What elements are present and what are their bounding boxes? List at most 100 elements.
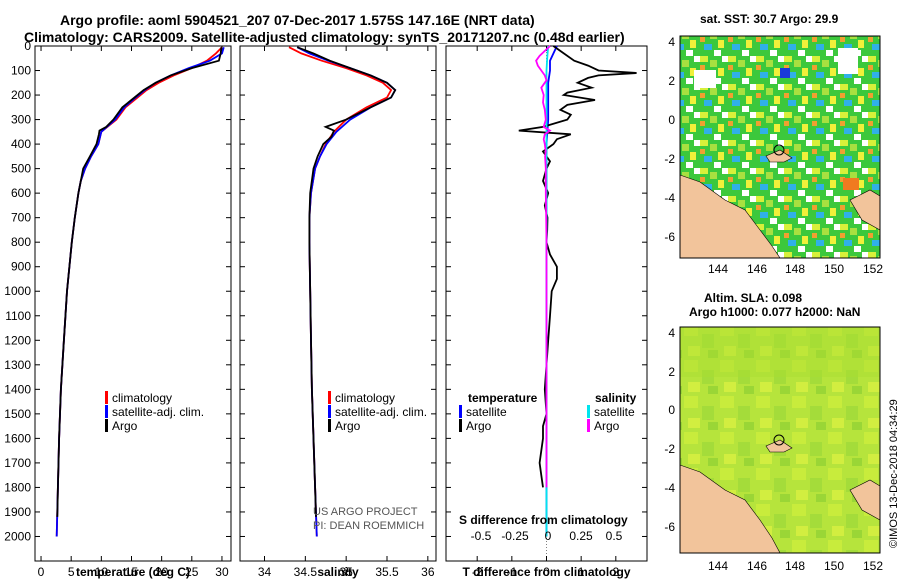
sst-xtick: 152 bbox=[863, 262, 883, 276]
title-line-2: Climatology: CARS2009. Satellite-adjuste… bbox=[24, 29, 625, 45]
legend-label-satellite: satellite-adj. clim. bbox=[112, 405, 204, 419]
s-difference-axis-title: S difference from climatology bbox=[459, 513, 628, 527]
sst-ytick: 0 bbox=[668, 113, 675, 127]
legend-label-climatology: climatology bbox=[112, 391, 172, 405]
diff-legend-temperature-head: temperature bbox=[468, 391, 538, 405]
s-tick-zero: 0 bbox=[545, 529, 552, 543]
x-tick-label: 20 bbox=[155, 565, 169, 579]
sst-ytick: -2 bbox=[664, 152, 675, 166]
x-tick-label: 35.5 bbox=[375, 565, 399, 579]
x-tick-label: 30 bbox=[215, 565, 229, 579]
legend-label-climatology-s: climatology bbox=[335, 391, 395, 405]
depth-tick-label: 300 bbox=[11, 113, 31, 127]
legend-label-argo-s: Argo bbox=[335, 419, 361, 433]
x-tick-label: 36 bbox=[421, 565, 435, 579]
sst-cloud-gap bbox=[838, 48, 858, 74]
depth-tick-label: 1400 bbox=[4, 382, 31, 396]
sla-panel-title: Altim. SLA: 0.098 bbox=[704, 291, 803, 305]
sla-ytick: 2 bbox=[668, 365, 675, 379]
depth-tick-label: 1300 bbox=[4, 358, 31, 372]
legend-swatch-argo-s bbox=[328, 419, 331, 432]
sla-map-x-ticks: 144 146 148 150 152 bbox=[708, 559, 883, 573]
sla-ytick: -4 bbox=[664, 481, 675, 495]
depth-tick-label: 800 bbox=[11, 235, 31, 249]
sst-ytick: 2 bbox=[668, 74, 675, 88]
depth-tick-label: 1500 bbox=[4, 407, 31, 421]
x-tick-label: 0 bbox=[38, 565, 45, 579]
legend-salinity-panel: climatology satellite-adj. clim. Argo bbox=[328, 391, 427, 433]
s-difference-axis-ticks: -0.5 -0.25 0 0.25 0.5 bbox=[471, 529, 623, 543]
depth-tick-label: 1900 bbox=[4, 505, 31, 519]
depth-tick-label: 1000 bbox=[4, 284, 31, 298]
sla-map-y-ticks: 4 2 0 -2 -4 -6 bbox=[664, 326, 675, 534]
depth-tick-label: 1800 bbox=[4, 480, 31, 494]
sla-manus-island bbox=[765, 439, 793, 453]
sst-xtick: 144 bbox=[708, 262, 728, 276]
sla-xtick: 152 bbox=[863, 559, 883, 573]
depth-tick-label: 0 bbox=[24, 39, 31, 53]
chart-series bbox=[55, 45, 637, 537]
sst-panel-title: sat. SST: 30.7 Argo: 29.9 bbox=[700, 12, 839, 26]
x-tick-label: 10 bbox=[95, 565, 109, 579]
depth-tick-label: 600 bbox=[11, 186, 31, 200]
project-note-line-2: PI: DEAN ROEMMICH bbox=[313, 520, 424, 532]
x-axis-title: salinity bbox=[317, 565, 359, 579]
depth-tick-label: 1200 bbox=[4, 333, 31, 347]
depth-tick-label: 1700 bbox=[4, 456, 31, 470]
chart-axes: 0100200300400500600700800900100011001200… bbox=[4, 39, 647, 579]
depth-tick-label: 200 bbox=[11, 88, 31, 102]
legend-temperature-panel: climatology satellite-adj. clim. Argo bbox=[105, 391, 204, 433]
sla-map-frame bbox=[679, 326, 881, 554]
series-line-salinity-argo bbox=[535, 45, 552, 488]
legend-label-satellite-s: satellite-adj. clim. bbox=[335, 405, 427, 419]
sst-xtick: 146 bbox=[747, 262, 767, 276]
sst-ytick: 4 bbox=[668, 35, 675, 49]
sst-xtick: 150 bbox=[824, 262, 844, 276]
x-tick-label: 2 bbox=[612, 565, 619, 579]
depth-tick-label: 400 bbox=[11, 137, 31, 151]
series-line-argo bbox=[296, 46, 397, 517]
x-tick-label: 1 bbox=[578, 565, 585, 579]
depth-tick-label: 100 bbox=[11, 64, 31, 78]
salinity-panel-frame bbox=[239, 45, 437, 562]
x-tick-label: 34 bbox=[258, 565, 272, 579]
x-axis-title: T difference from climatology bbox=[462, 565, 630, 579]
sst-cold-patch bbox=[780, 68, 790, 78]
sst-xtick: 148 bbox=[785, 262, 805, 276]
series-line-argo bbox=[56, 47, 223, 517]
diff-swatch-temp-satellite bbox=[459, 405, 462, 418]
sla-map bbox=[679, 326, 881, 554]
s-tick-neg-0-25: -0.25 bbox=[501, 529, 529, 543]
legend-difference-panel: temperature salinity satellite Argo sate… bbox=[459, 391, 637, 433]
x-tick-label: -2 bbox=[472, 565, 483, 579]
legend-swatch-climatology bbox=[105, 391, 108, 404]
x-tick-label: 34.5 bbox=[294, 565, 318, 579]
legend-swatch-argo bbox=[105, 419, 108, 432]
series-line-satellite-adj-clim- bbox=[55, 46, 225, 537]
x-tick-label: -1 bbox=[507, 565, 518, 579]
sst-map-y-ticks: 4 2 0 -2 -4 -6 bbox=[664, 35, 675, 244]
sla-xtick: 144 bbox=[708, 559, 728, 573]
sla-xtick: 148 bbox=[785, 559, 805, 573]
sla-ytick: 4 bbox=[668, 326, 675, 340]
depth-tick-label: 900 bbox=[11, 260, 31, 274]
x-tick-label: 15 bbox=[125, 565, 139, 579]
sst-map-x-ticks: 144 146 148 150 152 bbox=[708, 262, 883, 276]
sst-map bbox=[679, 35, 881, 259]
sst-ytick: -4 bbox=[664, 191, 675, 205]
s-tick-neg-0-5: -0.5 bbox=[471, 529, 492, 543]
diff-label-temp-satellite: satellite bbox=[466, 405, 507, 419]
diff-label-sal-argo: Argo bbox=[594, 419, 620, 433]
temperature-panel-frame bbox=[34, 45, 232, 562]
legend-swatch-satellite-s bbox=[328, 405, 331, 418]
x-tick-label: 25 bbox=[185, 565, 199, 579]
diff-legend-salinity-head: salinity bbox=[595, 391, 637, 405]
sla-xtick: 150 bbox=[824, 559, 844, 573]
x-tick-label: 5 bbox=[68, 565, 75, 579]
diff-label-temp-argo: Argo bbox=[466, 419, 492, 433]
sst-ytick: -6 bbox=[664, 230, 675, 244]
diff-swatch-temp-argo bbox=[459, 419, 462, 432]
depth-tick-label: 2000 bbox=[4, 529, 31, 543]
sla-north-shade bbox=[680, 327, 880, 377]
project-note-line-1: US ARGO PROJECT bbox=[313, 506, 418, 518]
